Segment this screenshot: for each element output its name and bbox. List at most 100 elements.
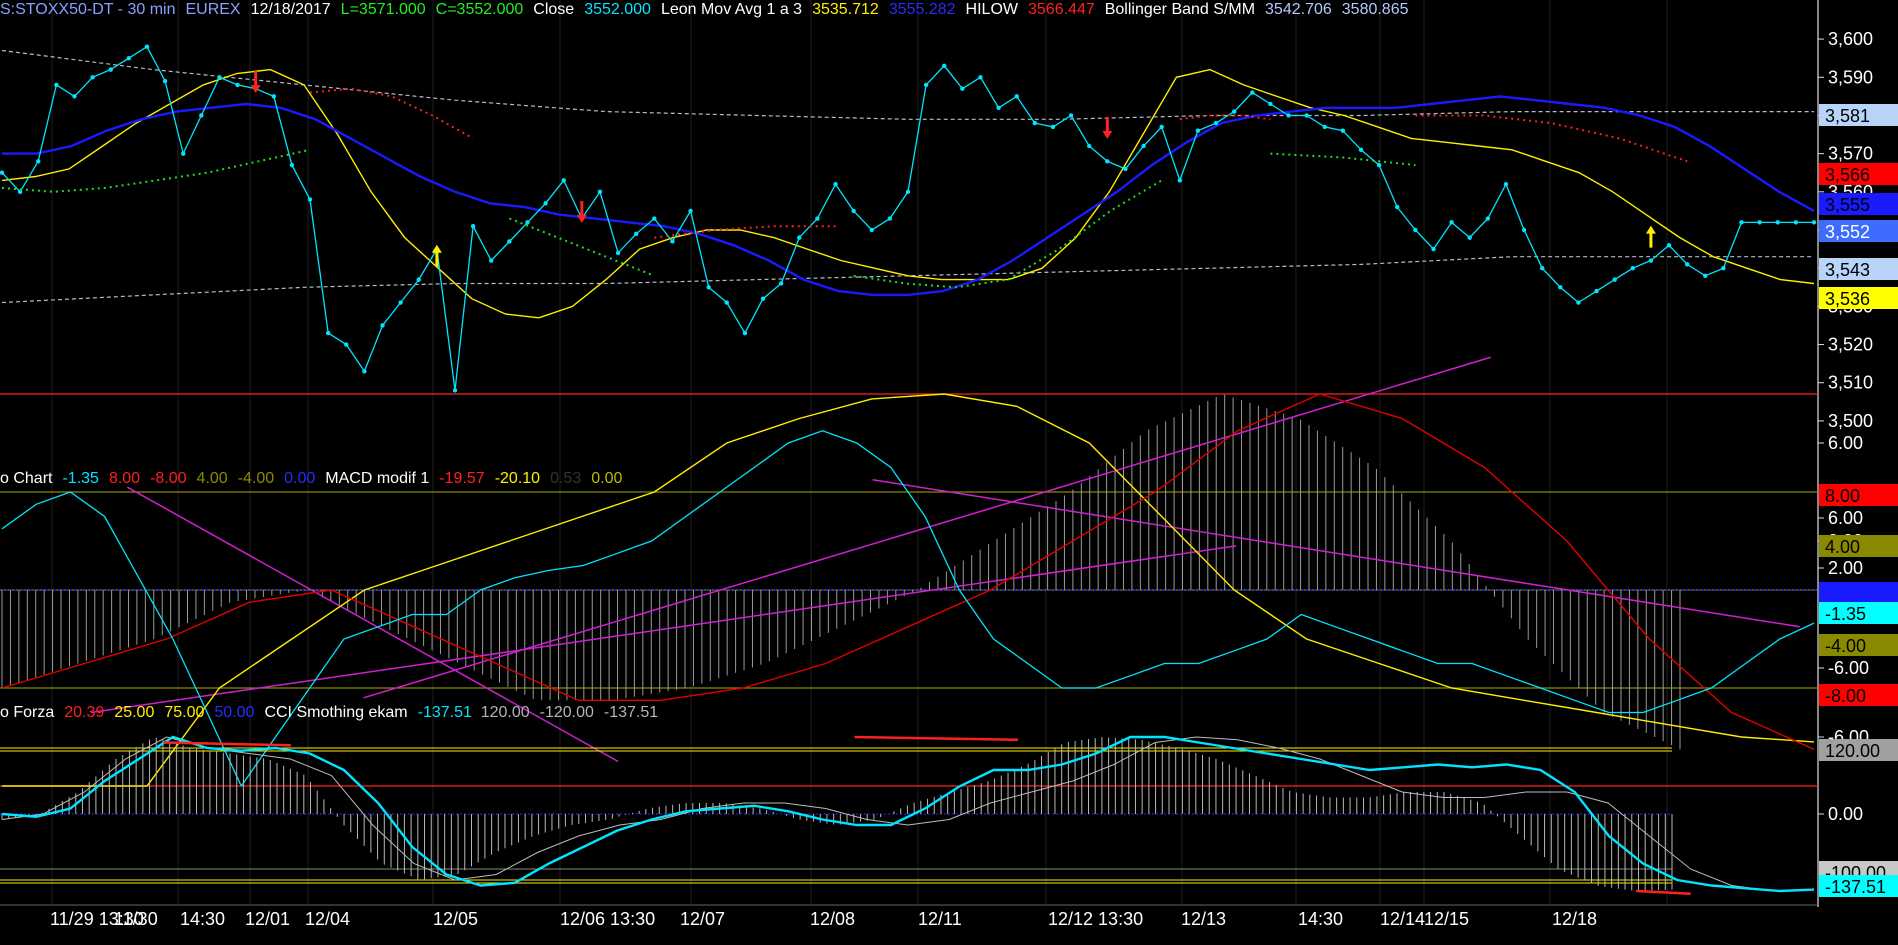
value-tag — [1819, 287, 1898, 309]
data-point — [1540, 265, 1545, 271]
header-item: 0.00 — [591, 470, 622, 487]
data-point — [688, 208, 693, 214]
data-point — [1449, 220, 1454, 225]
data-point — [1467, 235, 1472, 240]
data-point — [54, 82, 59, 88]
data-point — [1177, 178, 1183, 183]
trend-line — [126, 486, 619, 763]
x-tick-label: 14:30 — [180, 909, 225, 929]
psar-dots — [1, 148, 311, 193]
psar-dots — [654, 225, 836, 239]
value-tag-label: -8.00 — [1825, 686, 1866, 706]
header-item: 120.00 — [481, 704, 530, 721]
psar-dots — [509, 217, 655, 277]
data-point — [561, 178, 566, 183]
data-point — [960, 86, 965, 91]
x-tick-label: 12/04 — [305, 909, 350, 929]
data-point — [0, 170, 5, 175]
data-point — [380, 323, 385, 328]
data-point — [1757, 220, 1762, 225]
value-tag — [1819, 602, 1898, 624]
data-point — [1666, 243, 1672, 248]
y-tick-label: 6.00 — [1828, 433, 1863, 453]
data-point — [1014, 94, 1019, 99]
price-panel[interactable]: 3,6003,5903,5803,5703,5603,5503,5403,530… — [0, 29, 1898, 431]
header-item: 0.53 — [550, 470, 581, 487]
data-point — [1684, 262, 1690, 267]
data-point — [1087, 143, 1092, 149]
overbought-segment — [163, 741, 291, 747]
header-item: -19.57 — [439, 470, 484, 487]
header-item: S:STOXX50-DT - 30 min — [0, 1, 175, 18]
data-point — [507, 239, 512, 244]
value-tag — [1819, 535, 1898, 557]
macd-panel[interactable]: 6.002.00-6.008.004.000.00-1.35-4.00-8.00… — [0, 356, 1898, 788]
y-tick-label: 3,500 — [1828, 411, 1873, 431]
data-point — [869, 227, 874, 233]
header-item: 3542.706 — [1265, 1, 1332, 18]
data-point — [1739, 220, 1744, 225]
forza-line — [1, 736, 1815, 892]
header-item: -1.35 — [62, 470, 99, 487]
data-point — [1358, 147, 1364, 153]
data-point — [344, 342, 349, 347]
data-point — [90, 75, 95, 80]
data-point — [1793, 220, 1799, 225]
data-point — [1105, 159, 1110, 164]
psar-dots — [1270, 152, 1416, 167]
value-tag — [1819, 104, 1898, 126]
y-tick-label: 3,600 — [1828, 29, 1873, 49]
data-point — [1231, 109, 1237, 114]
x-tick-label: 12/11 — [918, 909, 962, 929]
signal-arrow-head — [431, 244, 442, 253]
data-point — [978, 75, 983, 80]
y-tick-label: 3,590 — [1828, 67, 1873, 87]
header-item: -137.51 — [418, 704, 472, 721]
header-item: 8.00 — [109, 470, 140, 487]
value-tag — [1819, 875, 1898, 897]
value-tag-label: 3,552 — [1825, 222, 1870, 242]
data-point — [525, 220, 530, 225]
data-point — [271, 94, 276, 99]
leon-mov-avg-line — [1, 68, 1815, 319]
data-point — [1485, 216, 1491, 221]
header-item: CCI Smothing ekam — [264, 704, 407, 721]
data-point — [1123, 166, 1128, 172]
data-point — [706, 285, 711, 290]
value-tag-label: 3,543 — [1825, 260, 1870, 280]
x-tick-label: 12/01 — [245, 909, 290, 929]
header-item: 3552.000 — [584, 1, 651, 18]
data-point — [1431, 246, 1436, 252]
header-item: 3580.865 — [1342, 1, 1409, 18]
value-tag-label: 120.00 — [1825, 741, 1880, 761]
value-tag — [1819, 684, 1898, 706]
data-point — [452, 388, 458, 393]
value-tag — [1819, 739, 1898, 761]
value-tag-label: 0.00 — [1825, 584, 1860, 604]
header-item: 4.00 — [197, 470, 228, 487]
data-point — [887, 216, 893, 221]
data-point — [543, 201, 548, 206]
header-item: o Chart — [0, 470, 53, 487]
header-item: EUREX — [185, 1, 240, 18]
data-point — [1141, 143, 1146, 149]
data-point — [942, 63, 947, 69]
data-point — [1268, 101, 1273, 107]
data-point — [1322, 124, 1327, 130]
header-item: HILOW — [966, 1, 1019, 18]
x-tick-label: 12/14 — [1380, 909, 1425, 929]
value-tag — [1819, 193, 1898, 215]
data-point — [815, 216, 820, 221]
data-point — [1413, 227, 1418, 233]
data-point — [652, 216, 657, 221]
signal-arrow-head — [1645, 225, 1656, 234]
data-point — [1612, 277, 1617, 282]
data-point — [199, 113, 204, 118]
header-item: 3566.447 — [1028, 1, 1095, 18]
signal-line — [2, 393, 1815, 787]
data-point — [1395, 204, 1400, 210]
header-item: 50.00 — [214, 704, 254, 721]
